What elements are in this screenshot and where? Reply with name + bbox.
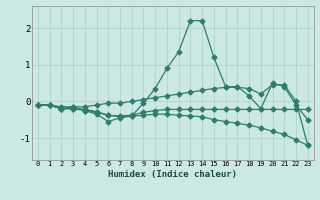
X-axis label: Humidex (Indice chaleur): Humidex (Indice chaleur)	[108, 170, 237, 179]
